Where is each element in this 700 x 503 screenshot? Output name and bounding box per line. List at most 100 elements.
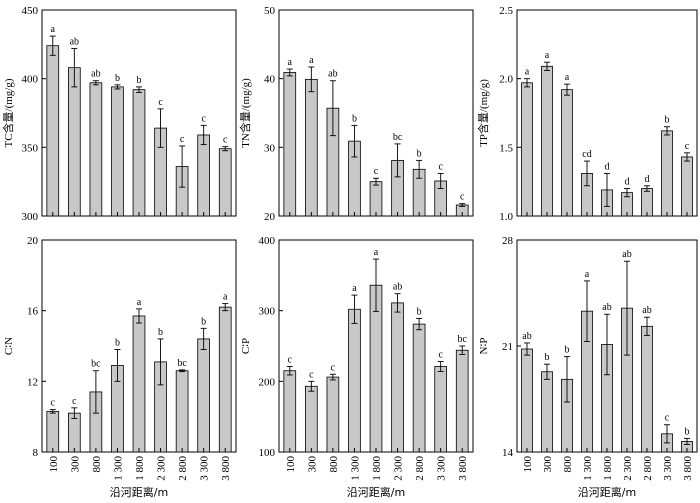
y-tick-label: 350 — [22, 142, 39, 154]
bar — [369, 181, 383, 217]
y-tick-label: 200 — [259, 376, 276, 388]
significance-letter: c — [665, 413, 670, 424]
significance-letter: d — [645, 174, 650, 185]
x-tick-label: 2 800 — [414, 456, 426, 481]
significance-letter: ab — [328, 69, 337, 80]
significance-letter: a — [51, 24, 56, 35]
x-tick-label: 2 300 — [622, 456, 634, 481]
x-tick-label: 3 800 — [220, 456, 232, 481]
significance-letter: a — [137, 297, 142, 308]
y-axis-label: C∶P — [240, 338, 252, 354]
significance-letter: b — [137, 75, 142, 86]
significance-letter: bc — [457, 334, 467, 345]
y-axis-label: TN含量/(mg/g) — [238, 78, 252, 148]
significance-letter: a — [352, 283, 357, 294]
bar — [661, 130, 673, 217]
significance-letter: c — [51, 398, 56, 409]
bar — [218, 306, 232, 453]
significance-letter: c — [460, 192, 465, 203]
bar — [283, 72, 297, 217]
significance-letter: ab — [393, 282, 402, 293]
chart-panel-3: 1.0 1.5 2.0 2.5 TP含量/(mg/g) a a a cd d d d b c — [476, 5, 698, 223]
significance-letter: b — [665, 115, 670, 126]
significance-letter: ab — [622, 249, 631, 260]
x-tick-label: 1 300 — [349, 456, 361, 481]
x-tick-label: 100 — [522, 456, 534, 473]
y-tick-label: 14 — [502, 447, 514, 459]
x-tick-label: 3 300 — [436, 456, 448, 481]
bar — [111, 86, 124, 217]
bar — [46, 45, 60, 217]
significance-letter: b — [565, 345, 570, 356]
significance-letter: c — [331, 362, 336, 373]
bar — [455, 349, 469, 453]
y-tick-label: 20 — [27, 235, 39, 247]
significance-letter: c — [374, 166, 379, 177]
significance-letter: c — [288, 354, 293, 365]
x-tick-label: 100 — [48, 456, 60, 473]
y-tick-label: 16 — [27, 306, 39, 318]
significance-letter: bc — [393, 132, 403, 143]
significance-letter: b — [201, 316, 206, 327]
y-tick-label: 12 — [27, 376, 38, 388]
significance-letter: a — [585, 269, 590, 280]
y-tick-label: 400 — [22, 74, 39, 86]
x-tick-label: 2 300 — [156, 456, 168, 481]
significance-letter: a — [309, 55, 314, 66]
significance-letter: d — [605, 161, 610, 172]
significance-letter: c — [685, 141, 690, 152]
y-tick-label: 2.0 — [499, 74, 513, 86]
significance-letter: c — [223, 135, 228, 146]
y-tick-label: 400 — [259, 235, 276, 247]
x-tick-label: 300 — [69, 456, 81, 473]
significance-letter: b — [685, 426, 690, 437]
significance-letter: c — [72, 396, 77, 407]
significance-letter: d — [625, 177, 630, 188]
x-tick-label: 2 800 — [177, 456, 189, 481]
significance-letter: a — [223, 292, 228, 303]
significance-letter: a — [565, 72, 570, 83]
x-tick-label: 3 300 — [662, 456, 674, 481]
bar — [175, 370, 189, 453]
significance-letter: ab — [522, 331, 531, 342]
chart-panel-4: 8 12 16 20 C∶N c 100 c 300 bc 800 b 1 300 a 1 800 b 2 30… — [3, 235, 237, 499]
x-tick-label: 800 — [91, 456, 103, 473]
bar — [132, 315, 146, 453]
y-tick-label: 1.5 — [499, 142, 513, 154]
bar — [305, 78, 318, 217]
y-tick-label: 8 — [33, 447, 39, 459]
significance-letter: ab — [642, 305, 651, 316]
bar — [412, 323, 426, 453]
bar — [132, 89, 146, 217]
significance-letter: bc — [177, 358, 187, 369]
y-tick-label: 21 — [502, 341, 513, 353]
significance-letter: c — [201, 113, 206, 124]
bar — [89, 82, 103, 217]
bar — [561, 89, 573, 217]
y-tick-label: 300 — [22, 211, 39, 223]
bar — [197, 338, 210, 453]
y-tick-label: 100 — [259, 447, 276, 459]
x-tick-label: 3 800 — [457, 456, 469, 481]
y-axis-label: N∶P — [478, 338, 490, 355]
y-tick-label: 2.5 — [499, 5, 513, 17]
bar — [541, 65, 553, 217]
x-axis-label: 沿河距离/m — [578, 485, 636, 499]
x-tick-label: 3 300 — [199, 456, 211, 481]
y-tick-label: 300 — [259, 306, 276, 318]
bar — [46, 410, 60, 453]
significance-letter: a — [288, 57, 293, 68]
bar — [434, 366, 447, 453]
significance-letter: a — [525, 67, 530, 78]
bar — [197, 134, 210, 217]
x-tick-label: 100 — [285, 456, 297, 473]
significance-letter: b — [545, 352, 550, 363]
x-tick-label: 300 — [306, 456, 318, 473]
x-tick-label: 1 800 — [371, 456, 383, 481]
significance-letter: bc — [91, 359, 101, 370]
chart-panel-5: 100 200 300 400 C∶P c 100 c 300 c 800 a 1 300 a 1 800 a… — [240, 235, 474, 499]
significance-letter: c — [438, 350, 443, 361]
x-tick-label: 3 800 — [682, 456, 694, 481]
y-axis-label: TC含量/(mg/g) — [1, 78, 15, 147]
